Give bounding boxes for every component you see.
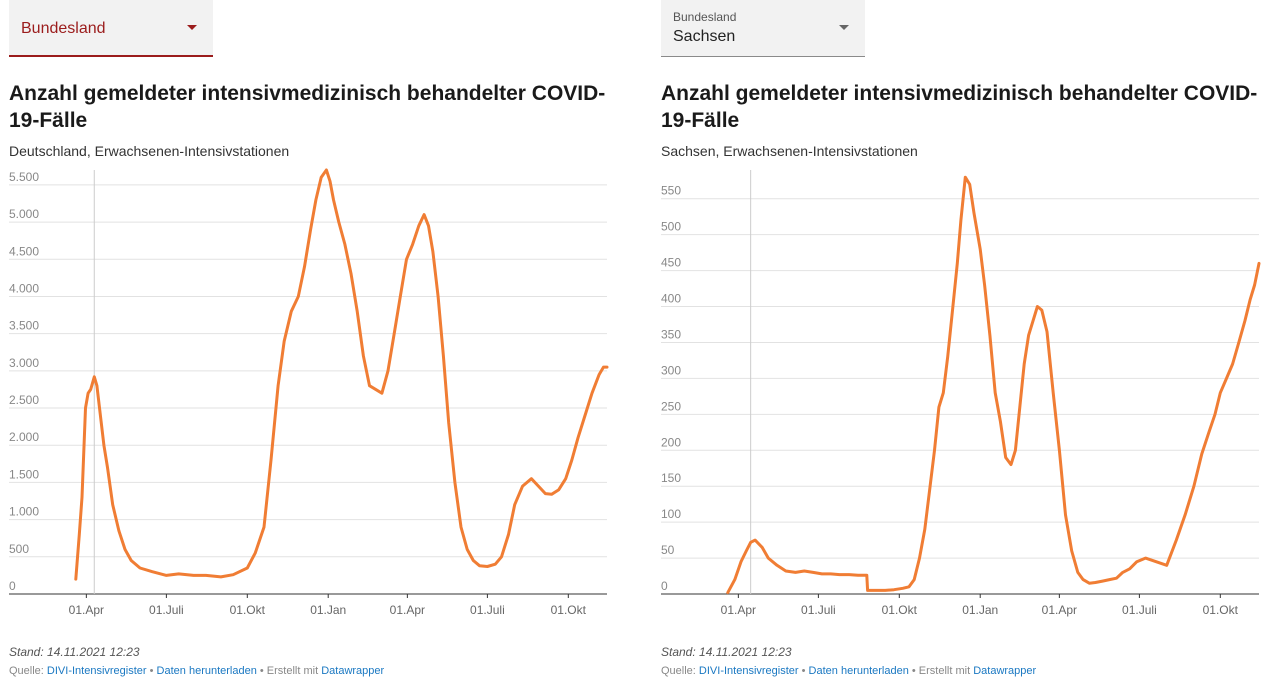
chart-title: Anzahl gemeldeter intensivmedizinisch be… [9, 82, 606, 132]
line-chart-sachsen: 0 50 100 150 200 250 300 350 400 450 500 550 01.Apr 0… [661, 170, 1261, 617]
chevron-down-icon [187, 25, 197, 30]
line-chart-deutschland: 0 500 1.000 1.500 2.000 2.500 3.000 3.500 4.000 4… [9, 168, 609, 617]
source-prefix: Quelle: [661, 665, 699, 677]
x-tick-label: 01.Apr [1042, 603, 1077, 617]
x-tick-label: 01.Okt [551, 603, 587, 617]
source-prefix: Quelle: [9, 665, 47, 677]
download-data-link[interactable]: Daten herunterladen [808, 665, 909, 677]
x-tick-label: 01.Apr [69, 603, 104, 617]
x-tick-label: 01.Juli [1122, 603, 1157, 617]
separator: • [146, 665, 157, 677]
y-tick-label: 4.000 [9, 281, 39, 295]
y-tick-label: 2.000 [9, 430, 39, 444]
dropdown-label: Bundesland [21, 20, 106, 37]
y-tick-label: 300 [661, 363, 681, 377]
panel-deutschland: Bundesland Anzahl gemeldeter intensivmed… [9, 0, 609, 682]
x-tick-label: 01.Okt [230, 603, 266, 617]
x-tick-label: 01.Juli [149, 603, 184, 617]
chevron-down-icon [839, 25, 849, 30]
y-tick-label: 400 [661, 292, 681, 306]
y-tick-label: 500 [661, 220, 681, 234]
x-tick-label: 01.Juli [470, 603, 505, 617]
datawrapper-link[interactable]: Datawrapper [321, 665, 385, 677]
x-tick-label: 01.Apr [390, 603, 425, 617]
x-tick-label: 01.Okt [1203, 603, 1239, 617]
separator: • [798, 665, 809, 677]
y-tick-label: 0 [661, 579, 668, 593]
chart-subtitle: Sachsen, Erwachsenen-Intensivstationen [661, 143, 918, 159]
x-tick-label: 01.Jan [310, 603, 346, 617]
panel-sachsen: Bundesland Sachsen Anzahl gemeldeter int… [661, 0, 1261, 682]
y-tick-label: 0 [9, 579, 16, 593]
y-tick-label: 100 [661, 507, 681, 521]
chart-subtitle: Deutschland, Erwachsenen-Intensivstation… [9, 143, 290, 159]
y-tick-label: 450 [661, 256, 681, 270]
y-tick-label: 3.500 [9, 319, 39, 333]
stand-timestamp: Stand: 14.11.2021 12:23 [661, 645, 792, 659]
x-tick-label: 01.Juli [801, 603, 836, 617]
y-tick-label: 2.500 [9, 393, 39, 407]
dropdown-label: Bundesland [673, 10, 737, 24]
y-tick-label: 1.000 [9, 505, 39, 519]
chart-title: Anzahl gemeldeter intensivmedizinisch be… [661, 82, 1258, 132]
source-link[interactable]: DIVI-Intensivregister [698, 665, 799, 677]
y-tick-label: 5.000 [9, 207, 39, 221]
series-line [726, 175, 1261, 595]
source-line: Quelle: DIVI-Intensivregister • Daten he… [9, 665, 384, 677]
y-tick-label: 500 [9, 542, 29, 556]
y-tick-label: 1.500 [9, 467, 39, 481]
x-tick-label: 01.Apr [721, 603, 756, 617]
y-tick-label: 250 [661, 399, 681, 413]
y-tick-label: 550 [661, 184, 681, 198]
created-with-text: • Erstellt mit [908, 665, 974, 677]
y-tick-label: 200 [661, 435, 681, 449]
download-data-link[interactable]: Daten herunterladen [156, 665, 257, 677]
y-tick-label: 350 [661, 327, 681, 341]
y-tick-label: 50 [661, 543, 675, 557]
y-tick-label: 5.500 [9, 170, 39, 184]
y-tick-label: 3.000 [9, 356, 39, 370]
bundesland-dropdown[interactable]: Bundesland [9, 0, 213, 57]
source-line: Quelle: DIVI-Intensivregister • Daten he… [661, 665, 1036, 677]
series-line [74, 168, 609, 581]
dropdown-value: Sachsen [673, 28, 736, 45]
datawrapper-link[interactable]: Datawrapper [973, 665, 1037, 677]
source-link[interactable]: DIVI-Intensivregister [46, 665, 147, 677]
created-with-text: • Erstellt mit [256, 665, 322, 677]
y-tick-label: 150 [661, 471, 681, 485]
stand-timestamp: Stand: 14.11.2021 12:23 [9, 645, 140, 659]
y-tick-label: 4.500 [9, 244, 39, 258]
bundesland-dropdown[interactable]: Bundesland Sachsen [661, 0, 865, 57]
x-tick-label: 01.Jan [962, 603, 998, 617]
x-tick-label: 01.Okt [882, 603, 918, 617]
